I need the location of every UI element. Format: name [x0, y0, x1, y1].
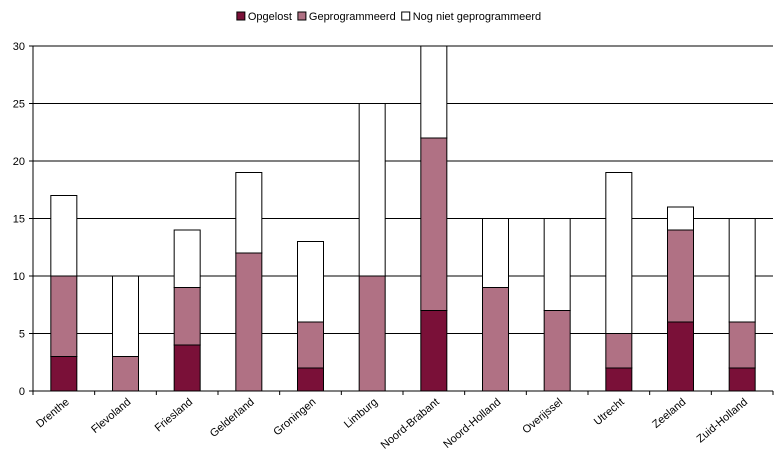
y-tick-label-1: 5 — [19, 329, 25, 341]
bar-gelderland-series-1 — [235, 252, 263, 392]
bar-drenthe-series-2 — [50, 195, 78, 277]
bar-friesland-series-2 — [173, 229, 201, 288]
chart-legend: Opgelost Geprogrammeerd Nog niet geprogram… — [236, 11, 541, 23]
bar-zeeland-series-2 — [667, 206, 694, 231]
x-category-label-zeeland: Zeeland — [650, 396, 688, 431]
y-tick-label-6: 30 — [13, 41, 25, 53]
x-category-label-noord-holland: Noord-Holland — [441, 396, 503, 451]
y-tick-label-5: 25 — [13, 99, 25, 111]
legend-label-0: Opgelost — [248, 11, 292, 23]
bar-gelderland-series-2 — [235, 172, 263, 254]
x-category-label-noord-brabant: Noord-Brabant — [379, 396, 442, 452]
bar-flevoland-series-2 — [112, 275, 139, 357]
x-category-label-zuid-holland: Zuid-Holland — [695, 396, 750, 445]
bar-zuid-holland-series-2 — [728, 218, 756, 323]
legend-swatch-0 — [236, 11, 246, 21]
legend-swatch-2 — [401, 11, 411, 21]
bar-overijssel-series-2 — [543, 218, 571, 311]
bar-limburg-series-2 — [358, 103, 386, 277]
bar-groningen-series-0 — [297, 367, 324, 392]
legend-label-1: Geprogrammeerd — [309, 11, 396, 23]
y-axis-ticks: 0 5 10 15 20 25 30 — [13, 41, 33, 398]
bar-overijssel-series-1 — [543, 310, 571, 392]
y-tick-label-4: 20 — [13, 156, 25, 168]
bar-flevoland-series-1 — [112, 356, 139, 392]
bar-zeeland-series-1 — [667, 229, 694, 323]
chart-gridlines — [33, 45, 773, 334]
bar-groningen-series-1 — [297, 321, 324, 369]
bar-friesland-series-1 — [173, 287, 201, 346]
x-category-label-drenthe: Drenthe — [34, 396, 72, 430]
bar-zuid-holland-series-0 — [728, 367, 756, 392]
bar-zuid-holland-series-1 — [728, 321, 756, 369]
x-category-label-friesland: Friesland — [153, 396, 195, 434]
bar-drenthe-series-1 — [50, 275, 78, 357]
bar-utrecht-series-1 — [605, 333, 633, 369]
x-category-label-overijssel: Overijssel — [520, 396, 565, 436]
bar-zeeland-series-0 — [667, 321, 694, 392]
bar-noord-brabant-series-0 — [420, 310, 448, 392]
bar-noord-holland-series-1 — [482, 287, 509, 392]
bar-utrecht-series-2 — [605, 172, 633, 334]
x-axis-labels: Drenthe Flevoland Friesland Gelderland Groni… — [34, 396, 750, 452]
bar-drenthe-series-0 — [50, 356, 78, 392]
legend-label-2: Nog niet geprogrammeerd — [413, 11, 541, 23]
x-category-label-gelderland: Gelderland — [208, 396, 257, 440]
x-category-label-flevoland: Flevoland — [89, 396, 133, 436]
bar-utrecht-series-0 — [605, 367, 633, 392]
x-category-label-utrecht: Utrecht — [592, 396, 627, 428]
bar-friesland-series-0 — [173, 344, 201, 392]
bar-noord-brabant-series-2 — [420, 45, 448, 139]
y-tick-label-2: 10 — [13, 271, 25, 283]
y-tick-label-0: 0 — [19, 386, 25, 398]
legend-swatch-1 — [297, 11, 307, 21]
y-tick-label-3: 15 — [13, 214, 25, 226]
chart-axes — [32, 46, 774, 395]
x-category-label-limburg: Limburg — [342, 396, 380, 431]
bar-noord-holland-series-2 — [482, 218, 509, 288]
bar-noord-brabant-series-1 — [420, 137, 448, 311]
bar-groningen-series-2 — [297, 241, 324, 323]
x-category-label-groningen: Groningen — [271, 396, 318, 438]
chart-bars — [50, 45, 756, 392]
bar-limburg-series-1 — [358, 275, 386, 392]
